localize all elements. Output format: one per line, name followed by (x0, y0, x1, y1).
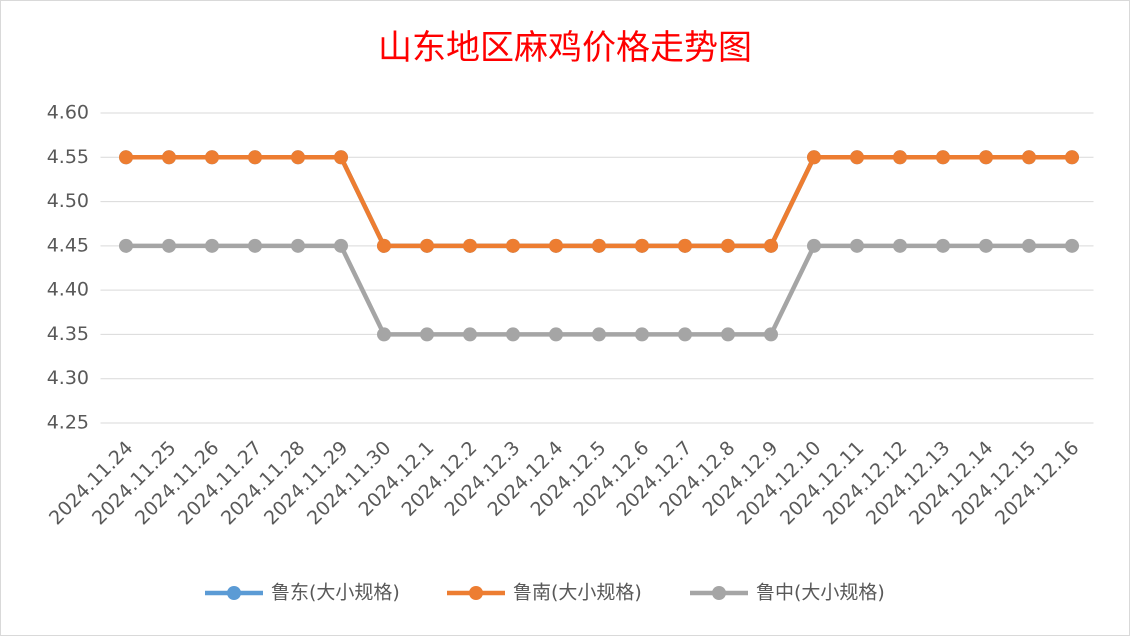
data-point (807, 238, 821, 253)
data-point (721, 238, 735, 253)
data-point (549, 327, 563, 342)
y-tick-label: 4.30 (47, 367, 89, 389)
data-point (635, 238, 649, 253)
data-point (205, 150, 219, 165)
data-point (721, 327, 735, 342)
data-point (377, 327, 391, 342)
data-point (592, 327, 606, 342)
legend-marker (712, 586, 726, 600)
data-point (850, 150, 864, 165)
legend-marker (227, 586, 241, 600)
legend-marker (469, 586, 483, 600)
data-point (1022, 150, 1036, 165)
data-point (678, 327, 692, 342)
legend-label: 鲁东(大小规格) (271, 582, 400, 604)
data-point (334, 238, 348, 253)
data-point (291, 238, 305, 253)
y-tick-label: 4.45 (47, 234, 89, 256)
data-point (936, 150, 950, 165)
data-point (463, 238, 477, 253)
data-point (850, 238, 864, 253)
chart-title: 山东地区麻鸡价格走势图 (378, 28, 752, 68)
legend-label: 鲁中(大小规格) (756, 582, 885, 604)
data-point (678, 238, 692, 253)
data-point (635, 327, 649, 342)
data-point (205, 238, 219, 253)
data-point (377, 238, 391, 253)
data-point (936, 238, 950, 253)
data-point (764, 327, 778, 342)
data-point (764, 238, 778, 253)
data-point (506, 327, 520, 342)
data-point (592, 238, 606, 253)
y-tick-label: 4.25 (47, 412, 89, 434)
data-point (334, 150, 348, 165)
legend-label: 鲁南(大小规格) (513, 582, 642, 604)
data-point (463, 327, 477, 342)
data-point (807, 150, 821, 165)
data-point (162, 238, 176, 253)
y-tick-label: 4.50 (47, 190, 89, 212)
data-point (119, 238, 133, 253)
y-tick-label: 4.40 (47, 279, 89, 301)
data-point (420, 238, 434, 253)
data-point (291, 150, 305, 165)
data-point (248, 238, 262, 253)
data-point (979, 150, 993, 165)
data-point (549, 238, 563, 253)
y-tick-label: 4.55 (47, 146, 89, 168)
data-point (506, 238, 520, 253)
data-point (1065, 238, 1079, 253)
y-tick-label: 4.60 (47, 102, 89, 124)
data-point (1022, 238, 1036, 253)
data-point (893, 238, 907, 253)
data-point (1065, 150, 1079, 165)
data-point (162, 150, 176, 165)
data-point (420, 327, 434, 342)
y-tick-label: 4.35 (47, 323, 89, 345)
data-point (119, 150, 133, 165)
data-point (979, 238, 993, 253)
data-point (893, 150, 907, 165)
data-point (248, 150, 262, 165)
